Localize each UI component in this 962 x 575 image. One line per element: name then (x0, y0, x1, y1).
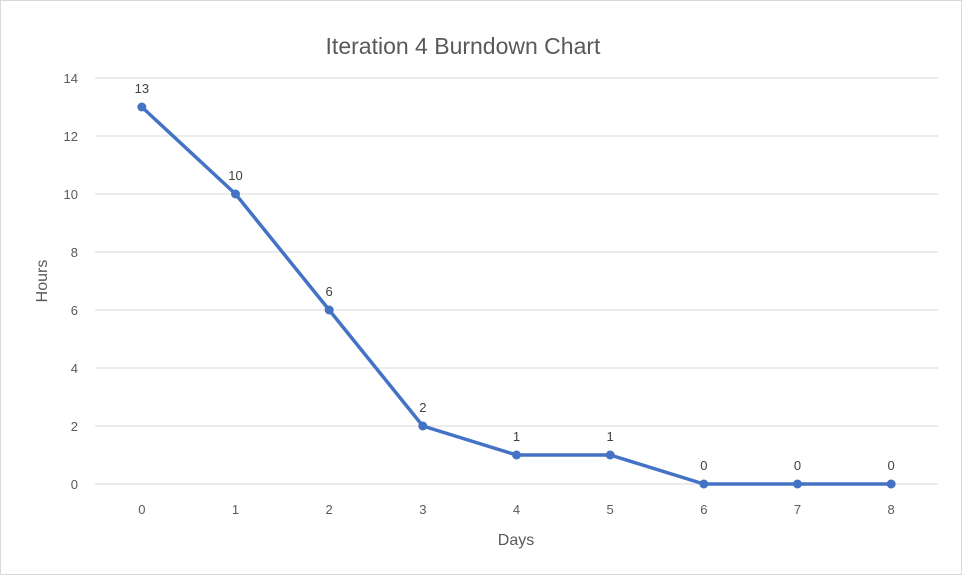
series-line (140, 105, 893, 486)
y-tick-label: 4 (71, 361, 78, 376)
data-point (605, 450, 615, 460)
x-axis-title: Days (498, 532, 534, 549)
y-tick-label: 8 (71, 245, 78, 260)
data-label: 1 (607, 429, 614, 444)
data-point (324, 305, 334, 315)
y-tick-label: 6 (71, 303, 78, 318)
x-tick-label: 5 (607, 502, 614, 517)
x-tick-label: 3 (419, 502, 426, 517)
data-point (699, 479, 709, 489)
data-point (886, 479, 896, 489)
y-axis-ticks: 0 2 4 6 8 10 12 14 (64, 71, 78, 492)
x-tick-label: 4 (513, 502, 520, 517)
data-label: 1 (513, 429, 520, 444)
data-point (793, 479, 802, 489)
gridlines (95, 77, 938, 485)
y-tick-label: 0 (71, 477, 78, 492)
data-label: 0 (794, 458, 801, 473)
x-tick-label: 1 (232, 502, 239, 517)
data-label: 13 (135, 81, 149, 96)
data-point (137, 102, 147, 112)
data-label: 0 (888, 458, 895, 473)
x-tick-label: 6 (700, 502, 707, 517)
y-tick-label: 10 (64, 187, 78, 202)
y-tick-label: 14 (64, 71, 78, 86)
y-tick-label: 12 (64, 129, 78, 144)
data-label: 6 (326, 284, 333, 299)
data-point (512, 450, 521, 460)
data-label: 0 (700, 458, 707, 473)
data-label: 2 (419, 400, 426, 415)
y-tick-label: 2 (71, 419, 78, 434)
series-hours (137, 102, 896, 489)
data-label: 10 (228, 168, 242, 183)
data-point (418, 421, 428, 431)
x-tick-label: 0 (138, 502, 145, 517)
x-tick-label: 8 (888, 502, 895, 517)
x-axis-ticks: 0 1 2 3 4 5 6 7 8 (138, 502, 895, 517)
data-point (231, 189, 240, 199)
x-tick-label: 2 (326, 502, 333, 517)
chart-title: Iteration 4 Burndown Chart (326, 33, 601, 59)
y-axis-title: Hours (34, 260, 51, 303)
x-tick-label: 7 (794, 502, 801, 517)
